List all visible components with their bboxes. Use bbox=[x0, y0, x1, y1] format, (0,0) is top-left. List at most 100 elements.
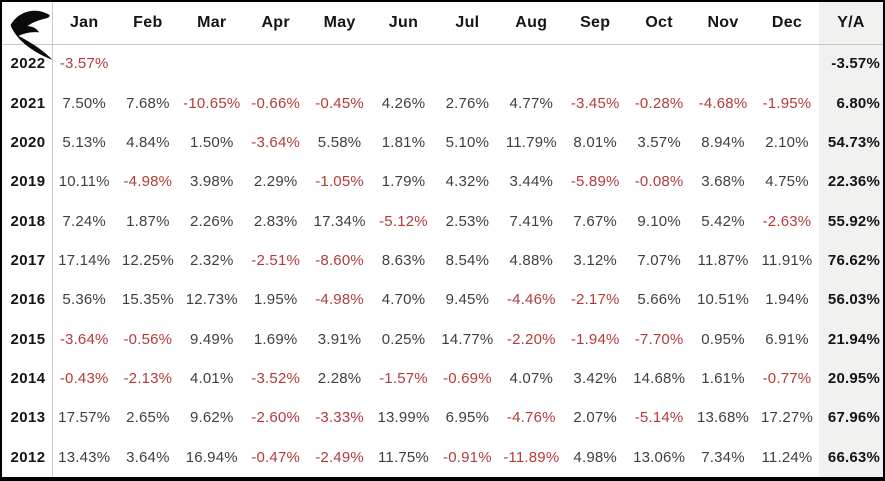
return-cell: -1.94% bbox=[570, 330, 620, 348]
return-cell bbox=[691, 44, 755, 83]
month-header-oct: Oct bbox=[627, 2, 692, 45]
table-header: Jan Feb Mar Apr May Jun Jul Aug Sep Oct Nov Dec Y/A bbox=[2, 2, 883, 60]
return-cell: 1.94% bbox=[765, 291, 809, 309]
return-cell: 2.10% bbox=[765, 133, 809, 151]
return-cell: 3.98% bbox=[189, 173, 234, 191]
return-cell bbox=[627, 44, 691, 83]
return-cell: 4.70% bbox=[381, 291, 426, 309]
annual-return-cell: 22.36% bbox=[819, 162, 883, 202]
return-cell: -2.17% bbox=[570, 291, 620, 309]
return-cell: -0.28% bbox=[634, 94, 684, 112]
return-cell: 12.73% bbox=[185, 291, 238, 309]
month-header-aug: Aug bbox=[499, 2, 564, 45]
return-cell: -1.95% bbox=[762, 94, 812, 112]
annual-return-cell: 56.03% bbox=[819, 280, 883, 320]
return-cell: 1.95% bbox=[253, 291, 298, 309]
return-cell: -0.91% bbox=[443, 448, 492, 466]
return-cell: -4.98% bbox=[123, 173, 173, 191]
table-row-2022: 2022 -3.57% -3.57% bbox=[2, 44, 883, 84]
return-cell: -2.49% bbox=[315, 448, 364, 466]
return-cell: 7.07% bbox=[637, 251, 681, 269]
brand-r-swoosh-logo-icon bbox=[10, 10, 53, 60]
return-cell: 7.67% bbox=[573, 212, 617, 230]
return-cell: 17.57% bbox=[58, 409, 111, 427]
return-cell: -2.13% bbox=[123, 370, 173, 388]
year-label: 2022 bbox=[2, 44, 53, 84]
year-label: 2020 bbox=[2, 122, 53, 163]
return-cell bbox=[755, 44, 819, 83]
annual-return-cell: 55.92% bbox=[819, 201, 883, 241]
return-cell: -8.60% bbox=[315, 251, 364, 269]
return-cell: 3.57% bbox=[637, 133, 681, 151]
annual-return-cell: 21.94% bbox=[819, 319, 883, 359]
return-cell: 16.94% bbox=[185, 448, 238, 466]
return-cell: 14.77% bbox=[441, 330, 494, 348]
return-cell: 11.75% bbox=[378, 448, 429, 466]
return-cell: 17.34% bbox=[313, 212, 366, 230]
return-cell: -0.69% bbox=[443, 370, 492, 388]
return-cell: 3.12% bbox=[573, 251, 617, 269]
return-cell: -10.65% bbox=[183, 94, 241, 112]
return-cell: 17.14% bbox=[58, 251, 111, 269]
return-cell: -0.47% bbox=[251, 448, 301, 466]
month-header-jul: Jul bbox=[435, 2, 500, 45]
return-cell: 13.99% bbox=[377, 409, 430, 427]
month-header-nov: Nov bbox=[691, 2, 755, 45]
return-cell bbox=[563, 44, 627, 83]
table-row-2017: 2017 17.14% 12.25% 2.32% -2.51% -8.60% 8.63% 8.… bbox=[2, 240, 883, 281]
return-cell: 5.10% bbox=[445, 133, 490, 151]
return-cell: 3.68% bbox=[701, 173, 745, 191]
return-cell: 8.01% bbox=[573, 133, 617, 151]
return-cell: 8.63% bbox=[381, 251, 426, 269]
return-cell: 1.69% bbox=[253, 330, 298, 348]
month-header-may: May bbox=[307, 2, 372, 45]
return-cell: 14.68% bbox=[633, 370, 686, 388]
return-cell: 5.58% bbox=[317, 133, 362, 151]
return-cell: 1.50% bbox=[189, 133, 234, 151]
table-row-2019: 2019 10.11% -4.98% 3.98% 2.29% -1.05% 1.79% 4.3… bbox=[2, 162, 883, 202]
return-cell: 2.26% bbox=[189, 212, 234, 230]
table-row-2016: 2016 5.36% 15.35% 12.73% 1.95% -4.98% 4.70% 9.4… bbox=[2, 280, 883, 320]
return-cell: -0.08% bbox=[634, 173, 684, 191]
return-cell: -2.63% bbox=[762, 212, 812, 230]
return-cell: 6.91% bbox=[765, 330, 809, 348]
return-cell: 6.95% bbox=[445, 409, 490, 427]
return-cell: 4.75% bbox=[765, 173, 809, 191]
return-cell: -0.43% bbox=[59, 370, 109, 388]
year-label: 2018 bbox=[2, 201, 53, 241]
return-cell: 4.98% bbox=[573, 448, 617, 466]
return-cell: 2.53% bbox=[445, 212, 490, 230]
return-cell: 13.06% bbox=[633, 448, 686, 466]
return-cell: 10.51% bbox=[696, 291, 750, 309]
return-cell: -5.12% bbox=[379, 212, 428, 230]
table-row-2012: 2012 13.43% 3.64% 16.94% -0.47% -2.49% 11.75% -… bbox=[2, 437, 883, 477]
return-cell: 7.34% bbox=[701, 448, 745, 466]
return-cell: 1.87% bbox=[126, 212, 170, 230]
annual-return-cell: 67.96% bbox=[819, 398, 883, 438]
table-row-2015: 2015 -3.64% -0.56% 9.49% 1.69% 3.91% 0.25% 14.7… bbox=[2, 319, 883, 359]
month-header-feb: Feb bbox=[115, 2, 180, 45]
month-header-jun: Jun bbox=[371, 2, 436, 45]
return-cell: 0.95% bbox=[701, 330, 745, 348]
table-row-2020: 2020 5.13% 4.84% 1.50% -3.64% 5.58% 1.81% 5.10%… bbox=[2, 122, 883, 163]
return-cell: 5.36% bbox=[62, 291, 106, 309]
return-cell bbox=[499, 44, 563, 83]
year-label: 2021 bbox=[2, 83, 53, 123]
year-label: 2016 bbox=[2, 280, 53, 320]
return-cell: -4.46% bbox=[506, 291, 556, 309]
return-cell: 7.50% bbox=[62, 94, 106, 112]
return-cell bbox=[435, 44, 499, 83]
return-cell: 15.35% bbox=[121, 291, 174, 309]
return-cell: -2.60% bbox=[251, 409, 301, 427]
month-header-apr: Apr bbox=[243, 2, 308, 45]
return-cell: 4.77% bbox=[509, 94, 554, 112]
return-cell: -0.77% bbox=[762, 370, 812, 388]
table-row-2013: 2013 17.57% 2.65% 9.62% -2.60% -3.33% 13.99% 6.… bbox=[2, 398, 883, 438]
table-body: 2022 -3.57% -3.57% 2021 7.50% 7.68% -10.65% -0.… bbox=[2, 44, 883, 477]
return-cell: -1.57% bbox=[379, 370, 428, 388]
return-cell: 10.11% bbox=[58, 173, 110, 191]
annual-return-cell: 76.62% bbox=[819, 240, 883, 281]
return-cell: 4.32% bbox=[445, 173, 490, 191]
annual-return-cell: 20.95% bbox=[819, 358, 883, 399]
